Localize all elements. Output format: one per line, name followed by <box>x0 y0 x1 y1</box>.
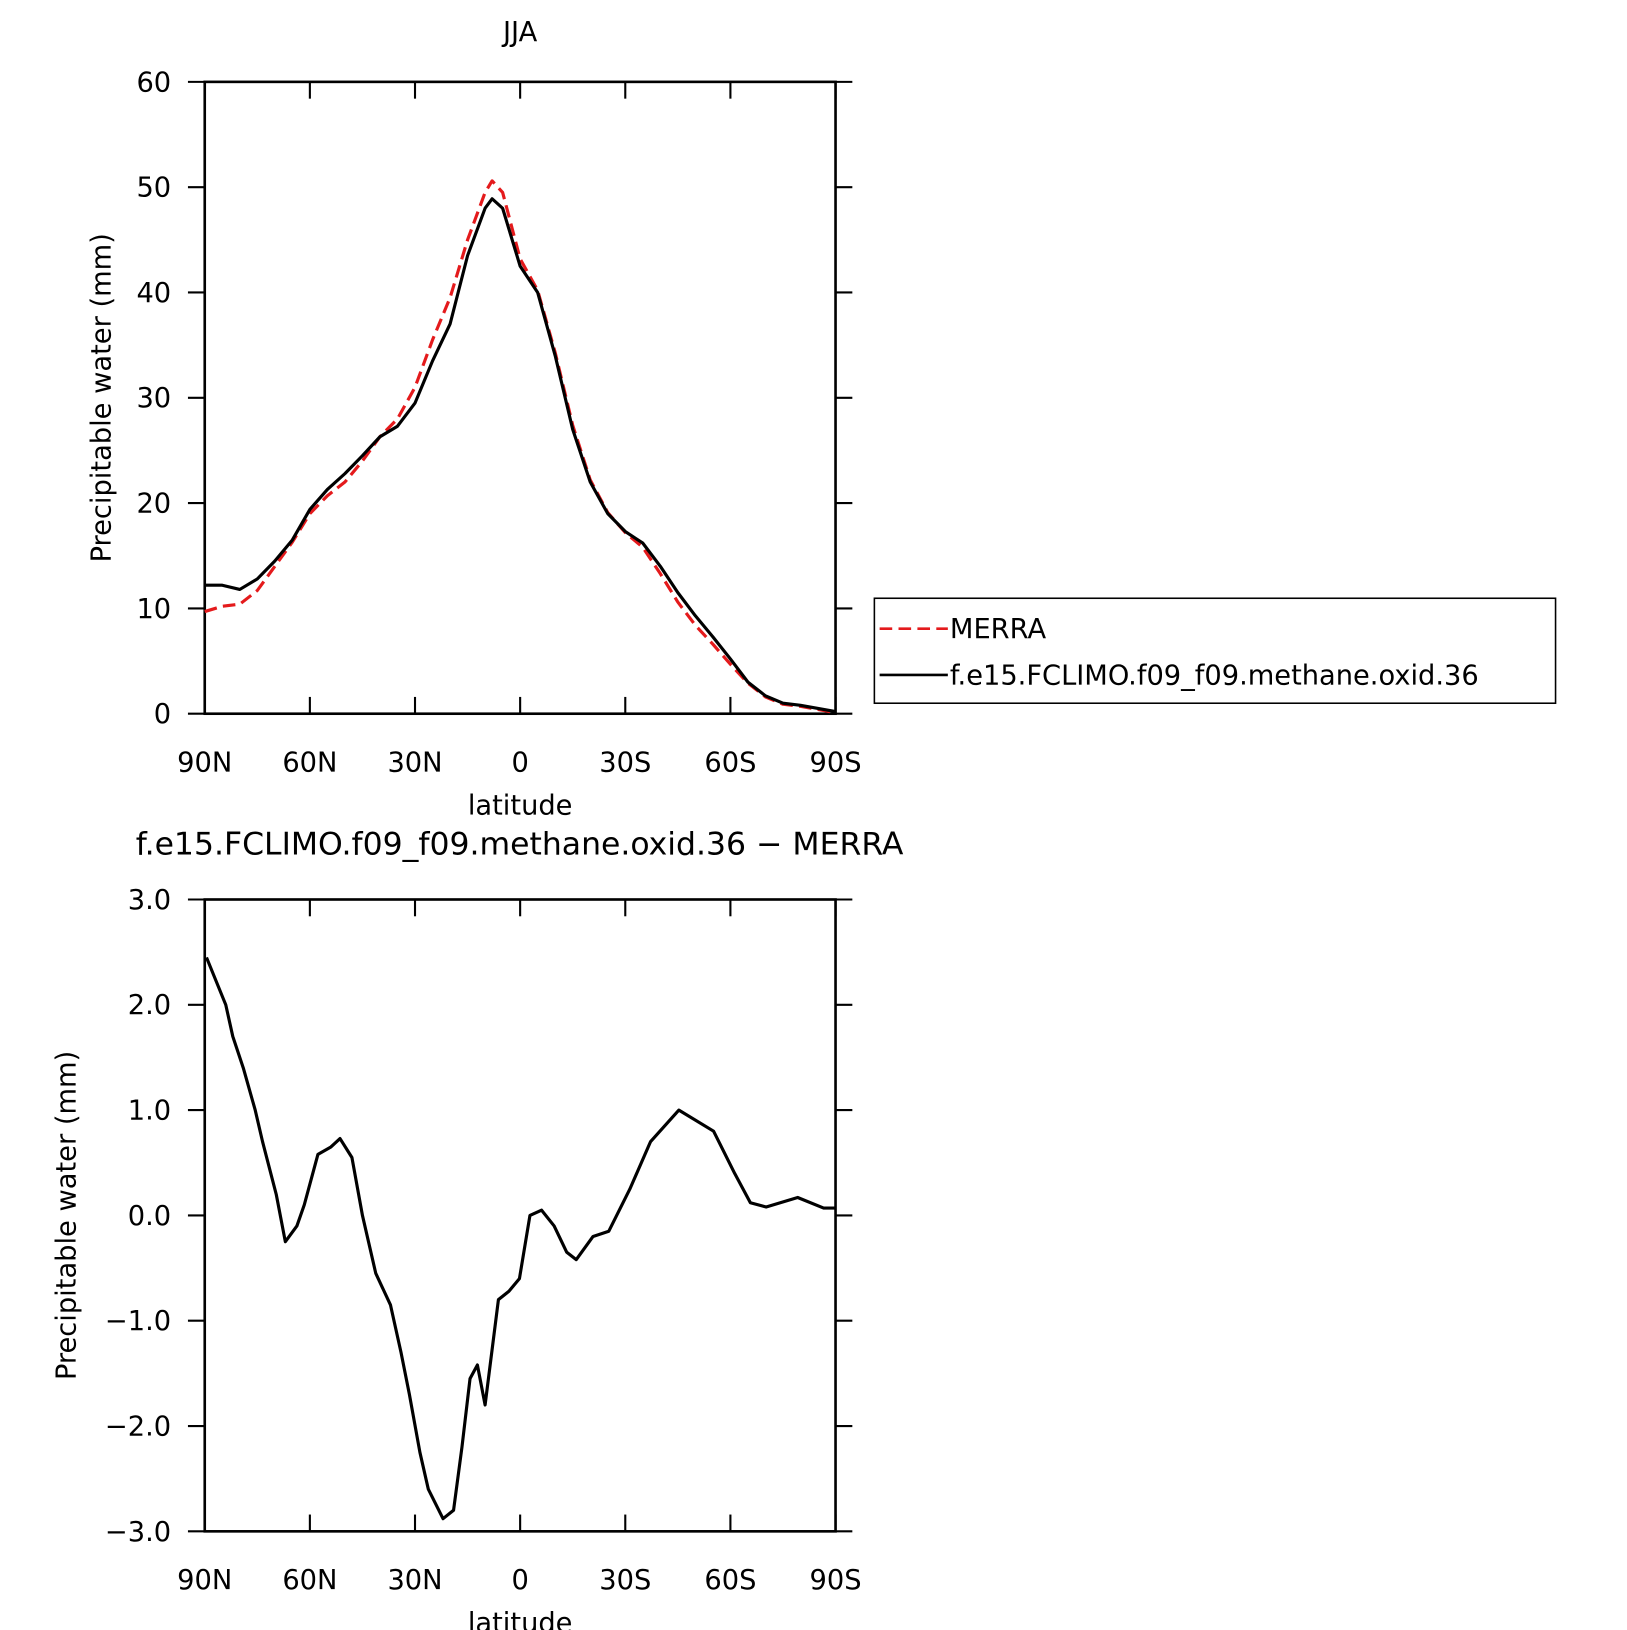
x-tick-label: 60S <box>704 1565 756 1596</box>
x-tick-label: 0 <box>511 1565 528 1596</box>
legend-box <box>873 597 1557 705</box>
x-tick-label: 90S <box>810 747 862 778</box>
y-tick-label: 2.0 <box>128 990 171 1021</box>
data-line <box>204 179 836 715</box>
x-tick-label: 30N <box>387 747 442 778</box>
y-tick-label: 50 <box>136 173 171 204</box>
y-tick-label: 10 <box>136 594 171 625</box>
x-tick-label: 60N <box>282 1565 337 1596</box>
x-tick-label: 60N <box>282 747 337 778</box>
chart-title: JJA <box>501 17 538 48</box>
legend-label: f.e15.FCLIMO.f09_f09.methane.oxid.36 <box>950 660 1479 691</box>
x-tick-label: 30S <box>599 1565 651 1596</box>
y-tick-label: 30 <box>136 383 171 414</box>
x-axis-label: latitude <box>468 1608 573 1630</box>
data-line <box>205 956 836 1521</box>
x-tick-label: 90N <box>177 747 232 778</box>
y-tick-label: 0 <box>154 699 171 730</box>
x-tick-label: 60S <box>704 747 756 778</box>
x-axis-label: latitude <box>468 790 573 821</box>
plot-frame <box>203 898 837 1533</box>
y-tick-label: −2.0 <box>105 1411 171 1442</box>
y-tick-label: 60 <box>136 67 171 98</box>
x-tick-label: 0 <box>511 747 528 778</box>
y-tick-label: −1.0 <box>105 1306 171 1337</box>
y-axis-label: Precipitable water (mm) <box>52 1051 83 1380</box>
y-tick-label: 1.0 <box>128 1096 171 1127</box>
data-line <box>204 197 836 714</box>
chart-title: f.e15.FCLIMO.f09_f09.methane.oxid.36 − M… <box>136 826 904 862</box>
y-tick-label: −3.0 <box>105 1517 171 1548</box>
y-tick-label: 20 <box>136 489 171 520</box>
y-tick-label: 40 <box>136 278 171 309</box>
x-tick-label: 30S <box>599 747 651 778</box>
y-axis-label: Precipitable water (mm) <box>86 233 117 562</box>
plot-frame <box>203 80 837 716</box>
y-tick-label: 3.0 <box>128 885 171 916</box>
x-tick-label: 90N <box>177 1565 232 1596</box>
y-tick-label: 0.0 <box>128 1201 171 1232</box>
legend-label: MERRA <box>950 614 1047 645</box>
x-tick-label: 90S <box>810 1565 862 1596</box>
x-tick-label: 30N <box>387 1565 442 1596</box>
